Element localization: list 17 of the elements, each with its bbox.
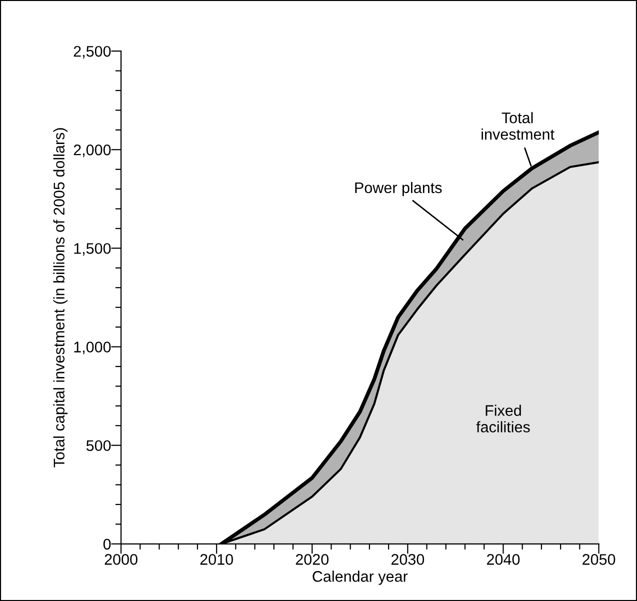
y-tick-label: 1,500 [74, 243, 111, 256]
x-tick-label: 2050 [582, 554, 616, 565]
x-axis-title: Calendar year [312, 570, 408, 585]
x-tick-label: 2010 [200, 554, 233, 565]
x-tick-label: 2030 [391, 554, 424, 565]
y-axis-title: Total capital investment (in billions of 2005 dollars) [53, 128, 68, 468]
y-tick-label: 2,000 [74, 144, 111, 158]
y-tick-label: 500 [86, 440, 111, 452]
text: Power plants [355, 182, 442, 196]
y-tick-label: 1,000 [74, 342, 111, 354]
series-label: Fixed facilities [476, 404, 530, 432]
annotation: Total investment [482, 112, 554, 140]
y-tick-label: 0 [103, 538, 111, 550]
x-tick-label: 2000 [104, 554, 138, 565]
x-tick-label: 2040 [487, 554, 520, 565]
y-tick-label: 2,500 [74, 46, 111, 59]
x-tick-label: 2020 [296, 554, 329, 565]
